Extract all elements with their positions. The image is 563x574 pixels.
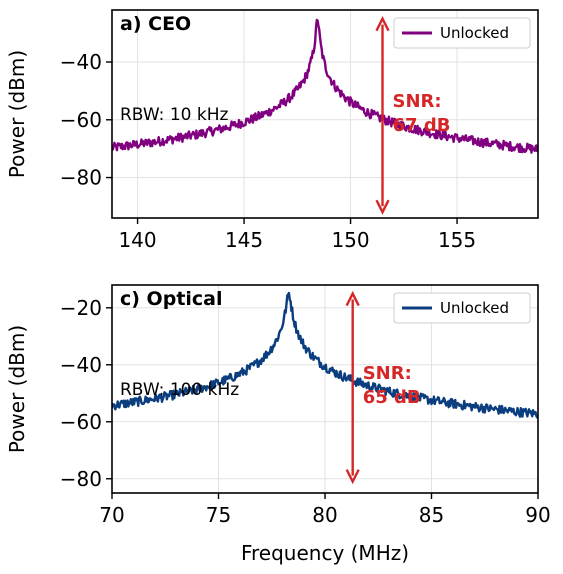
series-line-unlocked	[112, 291, 538, 419]
panel-ceo-snr-value: 67 dB	[393, 115, 451, 136]
panel-ceo-yticks: −40 −60 −80	[60, 50, 112, 190]
panel-optical-snr-arrow	[345, 290, 360, 485]
legend-entry-label: Unlocked	[440, 24, 509, 42]
x-tick-label: 70	[99, 503, 124, 527]
y-tick-label: −80	[60, 166, 102, 190]
y-tick-label: −20	[60, 296, 102, 320]
snr-arrow-head-bottom	[375, 199, 390, 215]
panel-optical-xticks: 70 75 80 85 90	[99, 493, 551, 527]
snr-arrow-head-top	[375, 15, 390, 32]
panel-ceo-ylabel: Power (dBm)	[5, 50, 29, 178]
y-tick-label: −40	[60, 50, 102, 74]
panel-optical-series	[112, 291, 538, 419]
legend-box	[393, 292, 531, 324]
x-tick-label: 145	[225, 228, 263, 252]
panel-optical-xlabel: Frequency (MHz)	[241, 541, 409, 565]
panel-ceo-frame	[111, 9, 539, 219]
panel-ceo-series	[112, 18, 538, 154]
series-line-unlocked	[112, 18, 538, 154]
panel-ceo-label: a) CEO	[120, 13, 191, 35]
panel-optical-snr-label: SNR:	[363, 363, 412, 384]
x-tick-label: 155	[438, 228, 476, 252]
panel-ceo: −40 −60 −80 140 145 150 155 a) CEO RBW: 10 kH…	[5, 9, 539, 252]
x-tick-label: 80	[312, 503, 337, 527]
panel-ceo-snr-arrow	[375, 15, 390, 215]
panel-ceo-legend: Unlocked	[393, 17, 531, 49]
y-tick-label: −60	[60, 108, 102, 132]
panel-optical-snr-value: 65 dB	[363, 387, 421, 408]
panel-optical-yticks: −20 −40 −60 −80	[60, 296, 112, 491]
panel-optical: −20 −40 −60 −80 70 75 80 85 90 c) Optical RBW: …	[5, 284, 551, 565]
x-tick-label: 75	[206, 503, 231, 527]
panel-optical-legend: Unlocked	[393, 292, 531, 324]
panel-ceo-rbw-annotation: RBW: 10 kHz	[120, 105, 228, 125]
x-tick-label: 90	[525, 503, 550, 527]
y-tick-label: −40	[60, 353, 102, 377]
y-tick-label: −60	[60, 410, 102, 434]
panel-optical-label: c) Optical	[120, 288, 223, 310]
legend-box	[393, 17, 531, 49]
panel-ceo-xticks: 140 145 150 155	[118, 218, 476, 252]
x-tick-label: 85	[419, 503, 444, 527]
panel-optical-rbw-annotation: RBW: 100 kHz	[120, 380, 239, 400]
snr-arrow-head-bottom	[345, 469, 360, 485]
x-tick-label: 140	[118, 228, 156, 252]
legend-entry-label: Unlocked	[440, 299, 509, 317]
y-tick-label: −80	[60, 467, 102, 491]
snr-arrow-head-top	[345, 290, 360, 307]
panel-optical-ylabel: Power (dBm)	[5, 325, 29, 453]
panel-ceo-snr-label: SNR:	[393, 91, 442, 112]
x-tick-label: 150	[331, 228, 369, 252]
